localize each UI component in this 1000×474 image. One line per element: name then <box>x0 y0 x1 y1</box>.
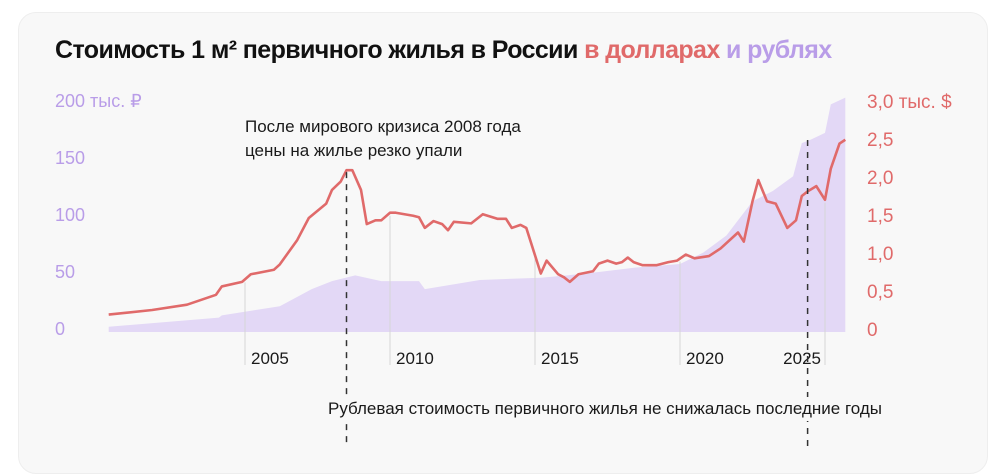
left-axis-tick-200: 200 тыс. ₽ <box>55 91 142 111</box>
x-tick-label-2025: 2025 <box>783 349 821 368</box>
annotation-ruble-price: Рублевая стоимость первичного жилья не с… <box>326 397 884 421</box>
left-axis-tick-0: 0 <box>55 319 65 339</box>
right-axis-tick-2: 2,0 <box>867 168 893 189</box>
right-axis-tick-0: 0 <box>867 320 878 341</box>
x-tick-label-2010: 2010 <box>396 349 434 368</box>
left-axis-tick-100: 100 <box>55 205 85 225</box>
left-axis-tick-150: 150 <box>55 148 85 168</box>
right-axis-tick-3: 3,0 тыс. $ <box>867 92 952 113</box>
right-axis-tick-0.5: 0,5 <box>867 282 893 303</box>
chart-svg: 2005 2010 2015 2020 2025 0 50 100 150 200 тыс. ₽ 0… <box>0 0 1000 446</box>
x-tick-label-2015: 2015 <box>541 349 579 368</box>
annotation-2008-crisis: После мирового кризиса 2008 года цены на… <box>245 115 521 163</box>
left-axis-tick-50: 50 <box>55 262 75 282</box>
right-axis-tick-1.5: 1,5 <box>867 206 893 227</box>
right-axis-tick-1: 1,0 <box>867 244 893 265</box>
right-axis-tick-2.5: 2,5 <box>867 130 893 151</box>
annotation-2008-line-1: После мирового кризиса 2008 года <box>245 115 521 139</box>
annotation-2008-line-2: цены на жилье резко упали <box>245 139 521 163</box>
x-tick-label-2005: 2005 <box>251 349 289 368</box>
x-tick-label-2020: 2020 <box>686 349 724 368</box>
